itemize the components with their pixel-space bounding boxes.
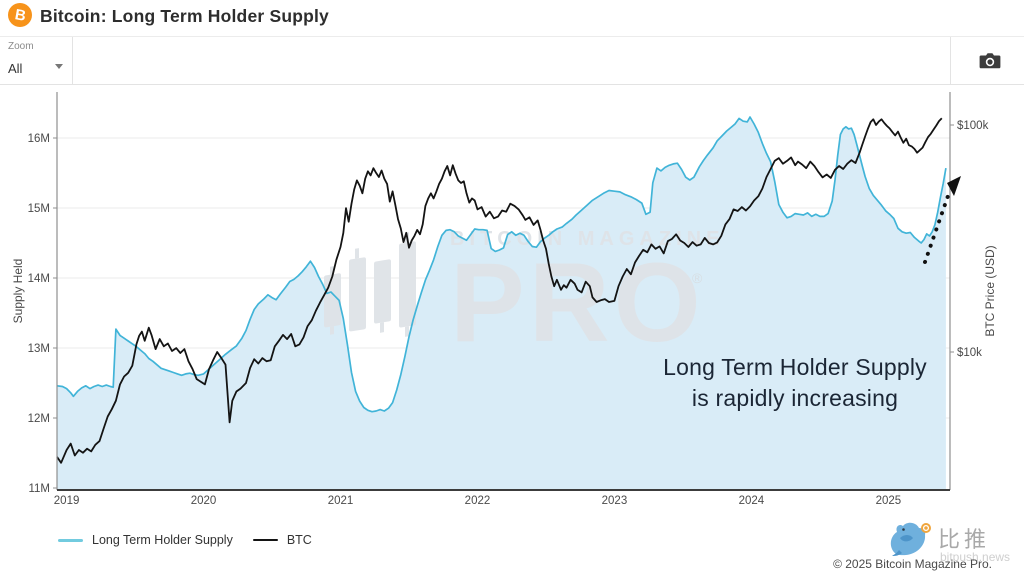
chart-area: BITCOIN MAGAZINE PRO ® Long Term Holder … [0, 85, 1024, 520]
annotation-line-2: is rapidly increasing [691, 385, 899, 411]
left-axis-title: Supply Held [11, 259, 25, 324]
zoom-label: Zoom [8, 41, 34, 52]
bitcoin-icon: B [8, 3, 32, 27]
twitter-bird-icon [890, 522, 931, 556]
right-axis-title: BTC Price (USD) [983, 245, 997, 336]
x-axis-tick-label: 2023 [602, 495, 628, 507]
screenshot-camera-button[interactable] [979, 51, 1001, 71]
x-axis-tick-label: 2019 [54, 495, 80, 507]
chart-series-and-axes-layer: 11M 12M 13M 14M 15M 16M $10k $100k 2019 2020 2021 2… [11, 92, 997, 507]
legend: Long Term Holder Supply BTC [58, 533, 312, 547]
zoom-range-dropdown[interactable]: Zoom All [0, 37, 73, 85]
trend-arrow-dotted-line [923, 191, 951, 264]
left-axis-tick-label: 14M [28, 273, 50, 285]
left-axis-tick-label: 15M [28, 203, 50, 215]
copyright-notice: © 2025 Bitcoin Magazine Pro. [833, 557, 992, 571]
x-axis-tick-label: 2022 [465, 495, 491, 507]
left-axis-tick-label: 11M [28, 483, 50, 495]
header: B Bitcoin: Long Term Holder Supply [0, 0, 1024, 36]
camera-icon [979, 53, 1001, 69]
bitcoin-glyph: B [13, 5, 27, 25]
bitpush-cjk-wordmark: 比推 [938, 527, 991, 552]
lth-supply-area-fill [57, 117, 946, 490]
bitpush-branding: 比推 bitpush.news [890, 520, 1020, 564]
x-axis-tick-label: 2020 [191, 495, 217, 507]
legend-swatch-lth-supply [58, 538, 83, 542]
left-axis-tick-label: 13M [28, 343, 50, 355]
left-axis-tick-label: 12M [28, 413, 50, 425]
x-axis-tick-label: 2021 [328, 495, 354, 507]
annotation-line-1: Long Term Holder Supply [663, 354, 927, 380]
right-axis-tick-label: $100k [957, 120, 989, 132]
right-axis-tick-label: $10k [957, 347, 982, 359]
zoom-selected-value: All [8, 61, 23, 76]
toolbar-right-section [950, 37, 1024, 85]
lth-supply-line [56, 116, 947, 413]
legend-label-lth-supply: Long Term Holder Supply [92, 533, 233, 547]
x-axis-tick-label: 2025 [876, 495, 902, 507]
left-axis-tick-label: 16M [28, 133, 50, 145]
trend-arrow-head-icon [947, 176, 961, 196]
chart-grid-and-fill-layer [57, 117, 950, 490]
page-title: Bitcoin: Long Term Holder Supply [40, 6, 329, 26]
chevron-down-icon [55, 64, 63, 69]
legend-item-btc[interactable]: BTC [252, 533, 312, 547]
chart-annotation: Long Term Holder Supply is rapidly incre… [640, 352, 950, 414]
legend-item-lth-supply[interactable]: Long Term Holder Supply [58, 533, 233, 547]
chart-toolbar: Zoom All [0, 36, 1024, 85]
btc-price-line [56, 117, 943, 464]
bitpush-domain: bitpush.news [940, 550, 1011, 564]
legend-label-btc: BTC [286, 533, 312, 547]
legend-swatch-btc [252, 538, 278, 542]
x-axis-tick-label: 2024 [739, 495, 765, 507]
